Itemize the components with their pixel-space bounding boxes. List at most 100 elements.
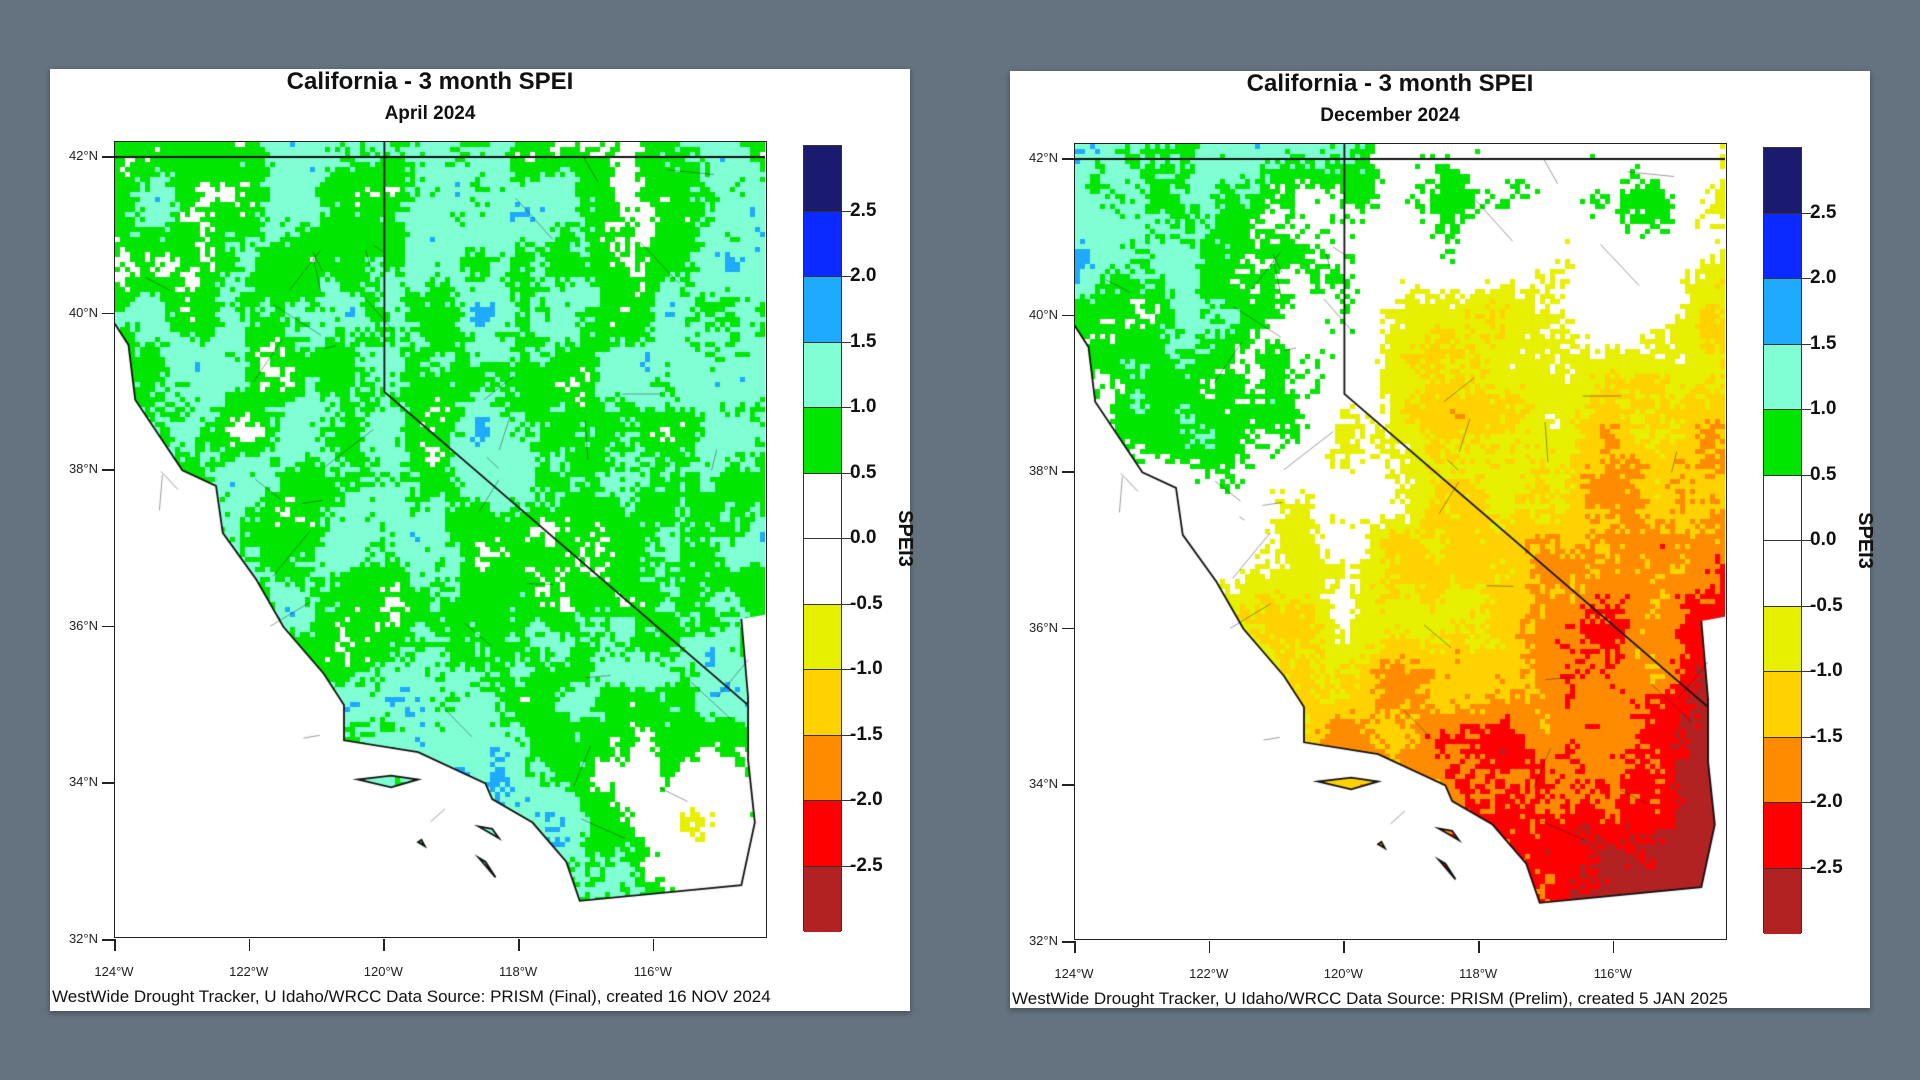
colorbar-tick — [803, 407, 851, 408]
lon-tick — [1343, 941, 1345, 953]
lat-label: 42°N — [1028, 150, 1058, 165]
colorbar-segment — [804, 277, 841, 343]
colorbar-segment — [1764, 279, 1801, 345]
colorbar-label: 0.0 — [1810, 529, 1837, 550]
colorbar-tick — [803, 341, 851, 343]
lon-tick — [1612, 941, 1615, 953]
colorbar-label: 1.0 — [850, 396, 877, 417]
colorbar-segment — [1764, 606, 1801, 672]
lon-tick — [114, 939, 116, 951]
lon-label: 118°W — [1458, 966, 1498, 981]
lat-tick — [1062, 314, 1074, 317]
spei-map-panel-december: California - 3 month SPEI December 2024 42… — [1010, 70, 1876, 1008]
lon-label: 122°W — [229, 964, 269, 979]
lat-label: 38°N — [1028, 463, 1058, 479]
lon-tick — [652, 939, 655, 951]
colorbar-tick — [803, 800, 851, 801]
colorbar-label: -0.5 — [1810, 594, 1843, 616]
lat-label: 36°N — [1028, 619, 1058, 635]
colorbar-label: -1.5 — [1810, 725, 1843, 747]
colorbar-label: 2.0 — [850, 265, 877, 286]
colorbar-tick — [1763, 409, 1811, 410]
colorbar-tick — [803, 538, 851, 539]
colorbar-segment — [1764, 868, 1801, 934]
colorbar-tick — [803, 210, 851, 212]
lon-label: 116°W — [633, 964, 672, 979]
lat-tick — [102, 312, 114, 315]
colorbar-label: 0.5 — [1810, 463, 1837, 485]
colorbar-tick — [1763, 540, 1811, 541]
lon-label: 120°W — [1323, 966, 1363, 981]
colorbar-title: SPEI3 — [1853, 512, 1876, 569]
colorbar-segment — [804, 604, 841, 670]
colorbar-tick — [1763, 605, 1811, 607]
lat-tick — [102, 939, 114, 941]
colorbar-tick — [1763, 671, 1811, 672]
colorbar-tick — [1763, 736, 1811, 738]
colorbar — [803, 145, 842, 932]
colorbar-segment — [1764, 672, 1801, 738]
colorbar-segment — [1764, 148, 1801, 214]
colorbar-tick — [803, 669, 851, 670]
lat-tick — [102, 625, 114, 628]
lat-tick — [102, 469, 114, 471]
colorbar-label: 2.5 — [1810, 201, 1837, 223]
colorbar-label: -0.5 — [850, 592, 883, 614]
colorbar-segment — [1764, 344, 1801, 410]
colorbar-label: -2.5 — [1810, 856, 1843, 878]
colorbar-tick — [803, 603, 851, 605]
lat-label: 32°N — [68, 931, 98, 946]
colorbar-segment — [1764, 410, 1801, 476]
spei-raster-map — [115, 142, 765, 936]
source-footer: WestWide Drought Tracker, U Idaho/WRCC D… — [52, 987, 771, 1006]
map-frame — [114, 141, 767, 938]
colorbar-segment — [804, 408, 841, 474]
lon-label: 118°W — [498, 964, 538, 979]
colorbar-segment — [1764, 213, 1801, 279]
colorbar-tick — [1763, 474, 1811, 476]
lat-label: 40°N — [1028, 306, 1058, 322]
colorbar-segment — [1764, 541, 1801, 607]
lat-tick — [1062, 784, 1074, 786]
colorbar-segment — [804, 670, 841, 736]
colorbar-label: 1.5 — [1810, 332, 1837, 354]
lon-tick — [1478, 941, 1480, 953]
lon-tick — [248, 939, 251, 951]
colorbar-tick — [803, 276, 851, 277]
colorbar-segment — [1764, 803, 1801, 869]
map-subtitle: December 2024 — [1320, 105, 1460, 126]
lat-tick — [1062, 941, 1074, 943]
colorbar-tick — [803, 734, 851, 736]
colorbar-segment — [1764, 737, 1801, 803]
colorbar-label: 2.5 — [850, 199, 877, 221]
colorbar-label: 0.5 — [850, 461, 877, 483]
colorbar-segment — [1764, 475, 1801, 541]
colorbar-label: -2.5 — [850, 854, 883, 876]
colorbar-tick — [803, 472, 851, 474]
colorbar-segment — [804, 342, 841, 408]
lat-label: 32°N — [1028, 933, 1058, 948]
colorbar-segment — [804, 801, 841, 867]
lat-label: 42°N — [68, 148, 98, 163]
colorbar-label: -1.0 — [1810, 660, 1843, 681]
colorbar-tick — [1763, 212, 1811, 214]
colorbar-tick — [1763, 867, 1811, 869]
colorbar-label: 0.0 — [850, 527, 877, 548]
colorbar-segment — [804, 539, 841, 605]
lat-tick — [1062, 158, 1074, 160]
map-title: California - 3 month SPEI — [286, 68, 574, 95]
colorbar-segment — [804, 866, 841, 932]
lon-label: 120°W — [363, 964, 403, 979]
map-subtitle: April 2024 — [384, 103, 476, 124]
spei-raster-map — [1075, 144, 1725, 938]
lat-tick — [102, 156, 114, 158]
spei-map-panel-april: California - 3 month SPEI April 2024 42°N 4… — [50, 68, 916, 1011]
lat-label: 36°N — [68, 617, 98, 633]
colorbar-segment — [804, 146, 841, 212]
lat-tick — [1062, 627, 1074, 630]
lon-label: 122°W — [1189, 966, 1229, 981]
colorbar-label: 1.0 — [1810, 398, 1837, 419]
lat-label: 34°N — [68, 774, 98, 790]
colorbar-tick — [1763, 278, 1811, 279]
lon-tick — [383, 939, 385, 951]
